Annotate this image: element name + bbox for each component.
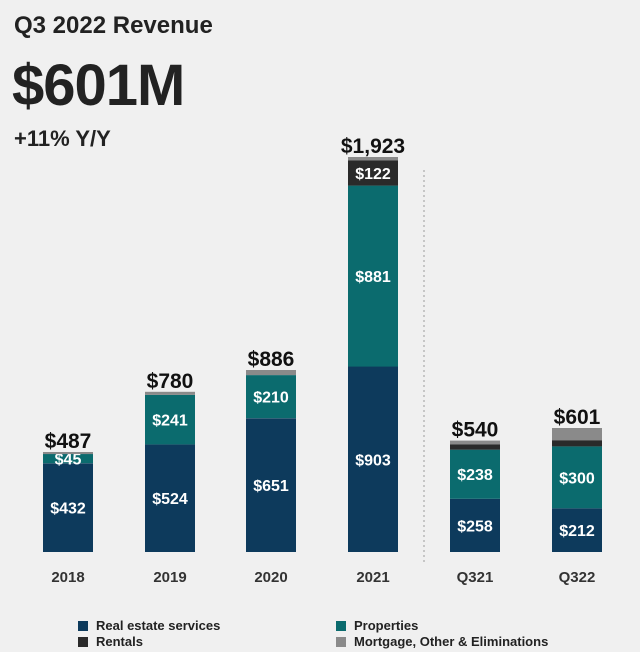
bar-segment-properties xyxy=(246,375,296,419)
bar-segment-real-estate-services xyxy=(43,463,93,552)
segment-value-label: $881 xyxy=(355,269,391,286)
segment-value-label: $651 xyxy=(253,478,289,495)
segment-value-label: $903 xyxy=(355,452,391,469)
legend-item-rentals: Rentals xyxy=(78,634,143,649)
bar-total-label: $780 xyxy=(147,370,194,393)
bar-segment-real-estate-services xyxy=(348,366,398,552)
segment-value-label: $524 xyxy=(152,491,188,508)
legend-label: Mortgage, Other & Eliminations xyxy=(354,634,549,649)
legend-swatch xyxy=(78,620,88,631)
legend-label: Real estate services xyxy=(96,618,221,633)
bar-segment-properties xyxy=(450,449,500,499)
growth-rate: +11% Y/Y xyxy=(14,126,111,151)
bar-segment-real-estate-services xyxy=(552,508,602,552)
bar-segment-properties xyxy=(43,454,93,464)
x-tick-label: Q321 xyxy=(457,569,494,586)
segment-value-label: $210 xyxy=(253,390,289,407)
bar-segment-mortgage-other xyxy=(246,370,296,376)
segment-value-label: $212 xyxy=(559,523,595,540)
bar-segment-real-estate-services xyxy=(145,444,195,552)
legend-label: Properties xyxy=(354,618,419,633)
bar-segment-mortgage-other xyxy=(348,157,398,161)
bar-segment-properties xyxy=(348,185,398,367)
legend-item-real-estate-services: Real estate services xyxy=(78,618,220,633)
bar-segment-real-estate-services xyxy=(450,498,500,552)
bar-segment-mortgage-other xyxy=(552,428,602,441)
bar-segment-real-estate-services xyxy=(246,418,296,552)
bar-total-label: $1,923 xyxy=(341,135,405,158)
bar-total-label: $601 xyxy=(554,406,601,429)
chart-legend: Real estate services Properties Rentals … xyxy=(0,616,640,652)
bar-segment-mortgage-other xyxy=(43,452,93,455)
x-tick-label: 2020 xyxy=(254,569,287,586)
x-tick-label: 2021 xyxy=(356,569,389,586)
bar-total-label: $540 xyxy=(452,419,499,442)
x-tick-label: Q322 xyxy=(559,569,596,586)
legend-item-properties: Properties xyxy=(336,618,418,633)
segment-value-label: $300 xyxy=(559,470,595,487)
segment-value-label: $122 xyxy=(355,166,391,183)
segment-value-label: $241 xyxy=(152,413,188,430)
headline-revenue: $601M xyxy=(12,53,185,118)
bar-segment-properties xyxy=(145,394,195,445)
bar-segment-rentals xyxy=(450,444,500,450)
bar-total-label: $487 xyxy=(45,430,92,453)
legend-swatch xyxy=(78,636,88,647)
bar-segment-mortgage-other xyxy=(450,440,500,445)
segment-value-label: $258 xyxy=(457,518,493,535)
segment-value-label: $432 xyxy=(50,501,86,518)
x-tick-label: 2019 xyxy=(153,569,186,586)
segment-value-label: $45 xyxy=(55,452,82,469)
legend-swatch xyxy=(336,636,346,647)
legend-swatch xyxy=(336,620,346,631)
bar-segment-rentals xyxy=(552,440,602,447)
legend-item-mortgage-other: Mortgage, Other & Eliminations xyxy=(336,634,548,649)
segment-value-label: $238 xyxy=(457,467,493,484)
legend-label: Rentals xyxy=(96,634,143,649)
bar-segment-rentals xyxy=(348,160,398,186)
bar-segment-mortgage-other xyxy=(145,391,195,395)
bar-segment-properties xyxy=(552,446,602,509)
chart-title: Q3 2022 Revenue xyxy=(14,12,213,39)
x-tick-label: 2018 xyxy=(51,569,84,586)
bar-total-label: $886 xyxy=(248,348,295,371)
stacked-bar-chart: $432 $45$487 2018 $524 $241 $780 2019 $651 $210 $… xyxy=(43,135,602,586)
